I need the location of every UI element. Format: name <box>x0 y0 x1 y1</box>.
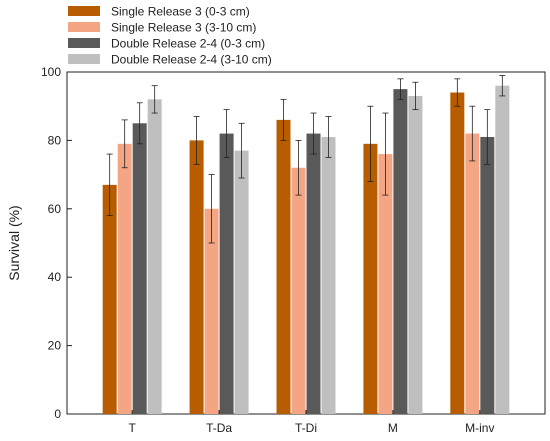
x-tick-label: T-Da <box>206 421 232 435</box>
bar <box>408 95 423 414</box>
y-axis: 0 20 40 60 80 100 <box>41 65 72 421</box>
bars-group <box>102 85 510 415</box>
bar <box>204 208 219 414</box>
bar <box>147 99 162 415</box>
legend-label: Single Release 3 (3-10 cm) <box>111 21 256 35</box>
bar <box>189 140 204 414</box>
legend-label: Double Release 2-4 (3-10 cm) <box>111 53 272 67</box>
bar <box>378 154 393 414</box>
bar <box>363 143 378 414</box>
bar <box>132 123 147 415</box>
legend-swatch <box>68 22 100 32</box>
bar <box>306 133 321 414</box>
y-axis-title: Survival (%) <box>6 205 22 280</box>
y-tick-label: 80 <box>48 133 62 147</box>
x-tick-label: T <box>129 421 137 435</box>
x-tick-label: T-Di <box>295 421 317 435</box>
bar <box>450 92 465 415</box>
error-bars-group <box>106 75 506 244</box>
bar <box>321 136 336 415</box>
y-tick-label: 100 <box>41 65 61 79</box>
bar <box>102 184 117 414</box>
bar <box>465 133 480 414</box>
bar <box>276 119 291 414</box>
y-tick-label: 0 <box>54 407 61 421</box>
legend-label: Double Release 2-4 (0-3 cm) <box>111 37 265 51</box>
bar <box>393 89 408 414</box>
legend-label: Single Release 3 (0-3 cm) <box>111 5 250 19</box>
legend-swatch <box>68 38 100 48</box>
legend-swatch <box>68 54 100 64</box>
x-tick-label: M <box>388 421 398 435</box>
y-tick-label: 20 <box>48 339 62 353</box>
y-tick-label: 60 <box>48 202 62 216</box>
x-tick-label: M-inv <box>465 421 494 435</box>
bar <box>291 167 306 414</box>
legend-swatch <box>68 6 100 16</box>
bar <box>480 136 495 415</box>
bar <box>495 85 510 415</box>
bar <box>219 133 234 414</box>
x-axis: T T-Da T-Di M M-inv <box>129 410 494 435</box>
y-tick-label: 40 <box>48 270 62 284</box>
chart-legend: Single Release 3 (0-3 cm) Single Release … <box>68 5 272 67</box>
bar <box>117 143 132 414</box>
bar <box>234 150 249 414</box>
